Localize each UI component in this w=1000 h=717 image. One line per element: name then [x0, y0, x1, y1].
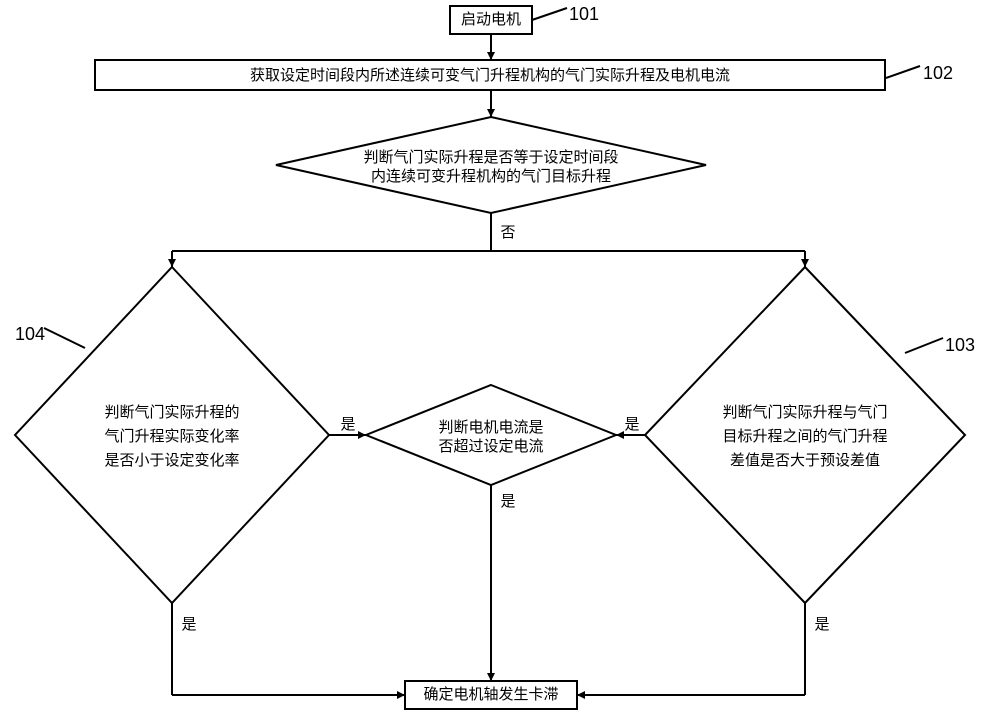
leader-l103 [905, 338, 943, 353]
d_diff-text: 差值是否大于预设差值 [730, 452, 880, 469]
d_diff-text: 目标升程之间的气门升程 [722, 428, 887, 445]
step-label-l102: 102 [923, 63, 953, 83]
d_target-text: 判断气门实际升程是否等于设定时间段 [363, 148, 618, 166]
edge-label-yes_rate: 是 [181, 616, 196, 633]
d_diff-text: 判断气门实际升程与气门 [722, 404, 887, 421]
acquire-text: 获取设定时间段内所述连续可变气门升程机构的气门实际升程及电机电流 [250, 67, 730, 84]
edge-label-yes_right: 是 [624, 416, 639, 433]
d_rate-text: 判断气门实际升程的 [104, 404, 239, 421]
leader-l101 [532, 8, 567, 20]
step-label-l104: 104 [15, 324, 45, 344]
d_target-text: 内连续可变升程机构的气门目标升程 [371, 168, 611, 185]
result-text: 确定电机轴发生卡滞 [423, 686, 558, 703]
d_current-text: 判断电机电流是 [438, 419, 543, 436]
step-label-l103: 103 [945, 335, 975, 355]
edge-label-yes_left: 是 [340, 416, 355, 433]
edge-label-yes_diff: 是 [814, 616, 829, 633]
edge-label-yes_center: 是 [500, 493, 515, 510]
leader-l102 [886, 66, 920, 78]
d_current-text: 否超过设定电流 [438, 438, 543, 455]
flowchart-canvas: 启动电机获取设定时间段内所述连续可变气门升程机构的气门实际升程及电机电流判断气门… [0, 0, 1000, 717]
start-text: 启动电机 [461, 11, 521, 28]
d_rate-text: 是否小于设定变化率 [104, 452, 239, 469]
step-label-l101: 101 [569, 4, 599, 24]
d_rate-text: 气门升程实际变化率 [104, 428, 239, 445]
leader-l104 [44, 328, 85, 348]
edge-label-no1: 否 [500, 224, 515, 241]
